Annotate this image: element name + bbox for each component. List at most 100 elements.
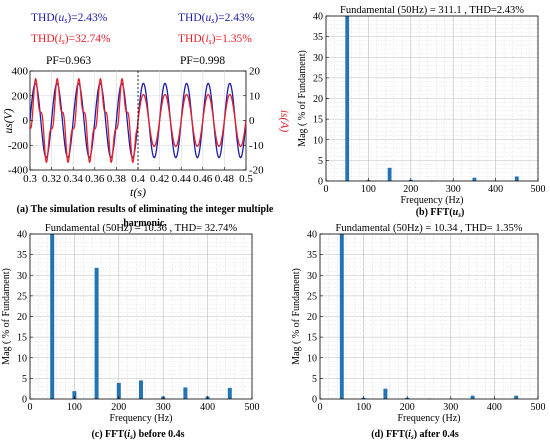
ytick-label: 30 — [313, 53, 323, 64]
x-axis-label: Frequency (Hz) — [400, 195, 463, 206]
caption-c-prefix: (c) FFT( — [91, 429, 127, 440]
pf-right-label: PF=0.998 — [180, 55, 225, 67]
bar-450hz — [514, 395, 519, 399]
ytick-label: 15 — [313, 115, 323, 126]
y-axis-label: Mag ( % of Fundament) — [1, 268, 12, 365]
panel-a-ytick-left-label: -400 — [8, 165, 29, 177]
bar-200hz — [116, 382, 121, 399]
xtick-label: 0 — [318, 402, 323, 413]
thd-us-right-label: THD(us)=2.43% — [178, 12, 255, 25]
xtick-label: 300 — [443, 402, 458, 413]
thd-us-right-var: u — [205, 12, 211, 24]
xtick-label: 200 — [403, 184, 418, 195]
panel-a-ytick-right-label: -10 — [249, 140, 264, 152]
panel-a-ylabel-left: us(V) — [3, 108, 15, 133]
thd-is-right-sub: s — [209, 37, 212, 46]
xtick-label: 400 — [487, 402, 502, 413]
xtick-label: 500 — [531, 184, 546, 195]
panel-a-ylabel-left-text: us(V) — [3, 108, 15, 133]
xtick-label: 0 — [28, 402, 33, 413]
bar-150hz — [387, 167, 392, 181]
ytick-label: 5 — [312, 374, 317, 385]
panel-a-xlabel-text: t(s) — [130, 185, 146, 199]
panel-a-xtick-label: 0.4 — [131, 173, 145, 185]
caption-d-sub: s — [410, 433, 414, 441]
panel-d-fft-is-after-chart: 0 100 200 300 400 500 0 5 10 15 20 25 30 35 40 Fundamen… — [291, 223, 546, 424]
caption-b-var: u — [453, 207, 459, 218]
ytick-label: 10 — [307, 353, 317, 364]
xtick-label: 300 — [156, 402, 171, 413]
panel-a-xtick-label: 0.36 — [85, 173, 105, 185]
caption-d-suffix: ) after 0.4s — [414, 429, 459, 440]
ytick-label: 0 — [312, 395, 317, 406]
panel-a-ytick-right-label: 0 — [249, 115, 255, 127]
caption-b-close: ) — [461, 207, 464, 218]
thd-is-left-sub: s — [62, 37, 65, 46]
bar-450hz — [514, 176, 519, 181]
y-axis-label: Mag ( % of Fundament) — [291, 268, 302, 365]
caption-b-sub: s — [457, 211, 461, 219]
thd-is-left-suffix: )=32.74% — [65, 33, 111, 45]
x-axis-label: Frequency (Hz) — [397, 413, 460, 424]
thd-us-left-prefix: THD( — [31, 12, 59, 24]
panel-a-xtick-label: 0.44 — [172, 173, 192, 185]
panel-a-ytick-right-label: 20 — [249, 66, 261, 78]
xtick-label: 500 — [245, 402, 260, 413]
thd-is-left-prefix: THD( — [31, 33, 59, 45]
panel-a-xtick-label: 0.5 — [239, 173, 253, 185]
ytick-label: 0 — [318, 177, 323, 188]
bar-150hz — [383, 388, 388, 399]
thd-us-left-sub: s — [64, 16, 67, 25]
caption-a-line2: harmonic. — [123, 218, 167, 229]
caption-c-suffix: ) before 0.4s — [133, 429, 185, 440]
xtick-label: 100 — [361, 184, 376, 195]
ytick-label: 35 — [17, 250, 27, 261]
bar-100hz — [72, 391, 77, 399]
bar-250hz — [139, 380, 143, 399]
panel-a-ylabel-right: is(A) — [278, 110, 290, 133]
panel-a-xtick-label: 0.46 — [193, 173, 213, 185]
panel-a-ytick-left-label: 400 — [12, 66, 29, 78]
bar-50hz — [339, 234, 344, 399]
thd-us-left-label: THD(us)=2.43% — [31, 12, 108, 25]
ytick-label: 30 — [307, 271, 317, 282]
bar-350hz — [183, 387, 188, 399]
xtick-label: 100 — [356, 402, 371, 413]
panel-a-ytick-left-label: 200 — [12, 90, 29, 102]
xtick-label: 100 — [67, 402, 82, 413]
thd-us-right-prefix: THD( — [178, 12, 206, 24]
ytick-label: 10 — [313, 135, 323, 146]
caption-c-sub: s — [129, 433, 133, 441]
xtick-label: 0 — [324, 184, 329, 195]
ytick-label: 20 — [313, 94, 323, 105]
panel-a-ticks: 0.3 0.32 0.34 0.36 0.38 0.4 0.42 0.44 0.46 0.48 0.… — [8, 66, 264, 186]
thd-is-right-label: THD(is)=1.35% — [178, 33, 252, 46]
panel-a-ytick-right-label: 10 — [249, 90, 261, 102]
panel-a-xtick-label: 0.32 — [42, 173, 61, 185]
thd-us-left-suffix: )=2.43% — [67, 12, 107, 24]
chart-title: Fundamental (50Hz) = 311.1 , THD=2.43% — [340, 5, 524, 16]
ytick-label: 0 — [22, 395, 27, 406]
thd-is-right-var: i — [205, 33, 208, 45]
ytick-label: 15 — [307, 333, 317, 344]
caption-b: (b) FFT(us) — [416, 207, 465, 219]
ytick-label: 40 — [17, 230, 27, 241]
bar-50hz — [345, 16, 350, 181]
panel-b-fft-us-chart: 0 100 200 300 400 500 0 5 10 15 20 25 30 35 40 Fundamen… — [297, 5, 546, 206]
pf-left-label: PF=0.963 — [46, 55, 91, 67]
caption-d: (d) FFT(is) after 0.4s — [371, 429, 459, 441]
thd-us-right-sub: s — [211, 16, 214, 25]
ytick-label: 20 — [307, 312, 317, 323]
chart-title: Fundamental (50Hz) = 10.34 , THD= 1.35% — [336, 223, 523, 234]
ytick-label: 35 — [307, 250, 317, 261]
ytick-label: 5 — [22, 374, 27, 385]
panel-a-ytick-right-label: -20 — [249, 165, 264, 177]
thd-is-left-label: THD(is)=32.74% — [31, 33, 111, 46]
panel-a-xtick-label: 0.3 — [23, 173, 37, 185]
ytick-label: 30 — [17, 271, 27, 282]
panel-a-xtick-label: 0.42 — [150, 173, 169, 185]
panel-a-ylabel-right-text: is(A) — [278, 110, 290, 133]
ytick-label: 40 — [307, 230, 317, 241]
xtick-label: 200 — [111, 402, 126, 413]
